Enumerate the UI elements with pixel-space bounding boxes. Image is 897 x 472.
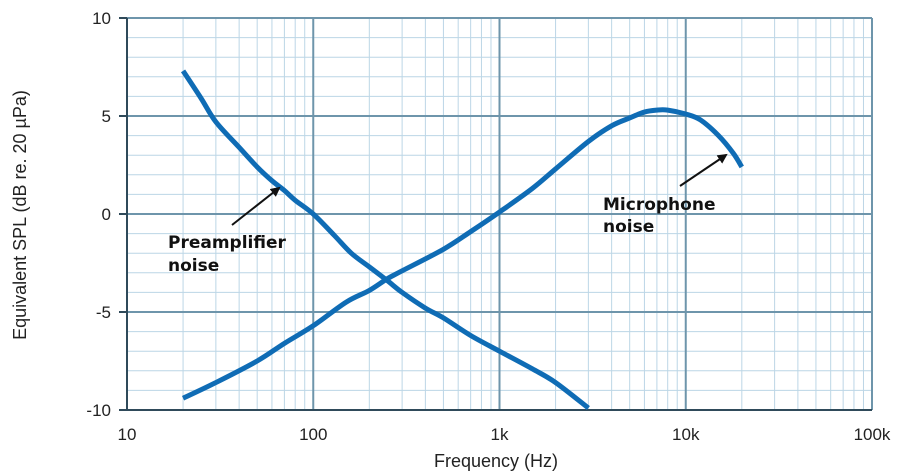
axes xyxy=(119,17,872,411)
y-axis-title: Equivalent SPL (dB re. 20 µPa) xyxy=(10,90,30,340)
annotation-preamplifier-line2: noise xyxy=(168,256,219,276)
x-tick-label: 100k xyxy=(854,425,891,444)
y-tick-label: -5 xyxy=(96,303,111,322)
y-tick-label: 0 xyxy=(102,205,111,224)
x-axis-title: Frequency (Hz) xyxy=(434,451,558,471)
annotation-preamplifier-line1: Preamplifier xyxy=(168,233,287,253)
series-line-microphone-noise xyxy=(181,107,744,401)
series-line-preamplifier-noise xyxy=(180,69,590,411)
annotation-arrow-microphone xyxy=(679,153,728,187)
x-tick-label: 10 xyxy=(118,425,137,444)
annotation-layer: Preamplifier noise Microphone noise xyxy=(168,153,728,276)
annotation-microphone-line2: noise xyxy=(603,217,654,237)
annotation-microphone-line1: Microphone xyxy=(603,195,715,215)
y-tick-label: 5 xyxy=(102,107,111,126)
x-tick-label: 100 xyxy=(299,425,327,444)
x-tick-label: 1k xyxy=(491,425,509,444)
y-tick-label: -10 xyxy=(86,401,111,420)
annotation-arrow-preamplifier xyxy=(231,186,281,226)
tick-label-layer: 10 100 1k 10k 100k 10 5 0 -5 -10 xyxy=(86,9,891,444)
y-tick-label: 10 xyxy=(92,9,111,28)
x-tick-label: 10k xyxy=(672,425,700,444)
series-layer xyxy=(180,69,744,411)
